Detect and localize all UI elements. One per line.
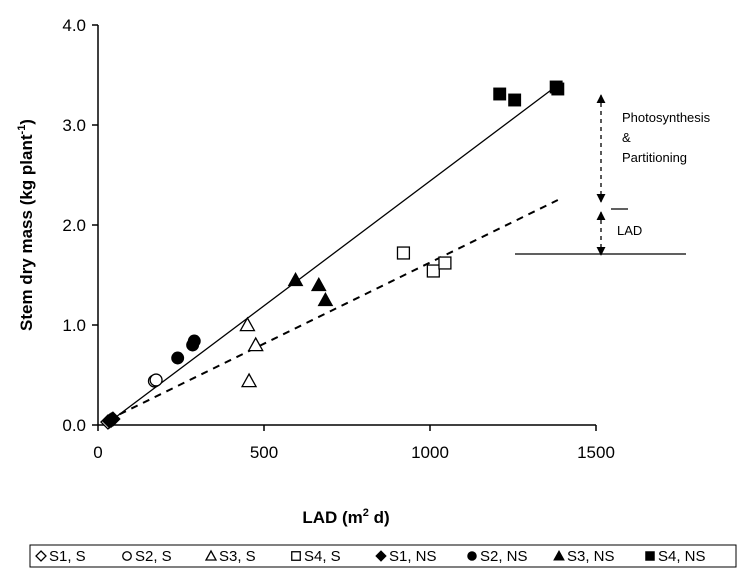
- legend-marker: [122, 551, 132, 561]
- data-point: [105, 411, 121, 427]
- annotation-top-label-line-2: &: [622, 130, 631, 145]
- data-point: [310, 276, 327, 292]
- legend-marker: [291, 551, 301, 561]
- x-axis-title: LAD (m2 d): [302, 507, 389, 527]
- data-point: [239, 316, 256, 332]
- legend-label: S4, NS: [658, 548, 706, 565]
- y-tick-label: 4.0: [62, 16, 86, 35]
- annotation-top-label-line-1: Photosynthesis: [622, 110, 711, 125]
- legend: S1, S S2, S S3, S S4, S S1, NS S2, NS S3, NS S4…: [29, 544, 737, 568]
- legend-label: S1, NS: [389, 548, 437, 565]
- data-point: [247, 336, 264, 352]
- legend-marker: [204, 549, 218, 561]
- legend-marker: [467, 551, 477, 561]
- fit-lines: [107, 84, 559, 424]
- legend-label: S2, S: [135, 548, 172, 565]
- data-point: [240, 372, 258, 388]
- data-point: [493, 87, 507, 101]
- data-point: [171, 351, 185, 365]
- legend-marker: [645, 551, 655, 561]
- x-tick-label: 1500: [577, 443, 615, 462]
- legend-label: S3, NS: [567, 548, 615, 565]
- data-point: [551, 82, 565, 96]
- x-tick-label: 0: [93, 443, 102, 462]
- y-tick-label: 2.0: [62, 216, 86, 235]
- legend-label: S3, S: [219, 548, 256, 565]
- data-point: [396, 246, 411, 260]
- data-point: [287, 271, 304, 287]
- legend-marker: [375, 550, 387, 562]
- legend-label: S1, S: [49, 548, 86, 565]
- y-axis-title: Stem dry mass (kg plant-1): [16, 119, 36, 331]
- x-tick-label: 500: [250, 443, 278, 462]
- data-points: [100, 80, 565, 430]
- fit-line-solid: [107, 84, 559, 424]
- y-tick-label: 0.0: [62, 416, 86, 435]
- annotation-top-label-line-3: Partitioning: [622, 150, 687, 165]
- legend-marker: [553, 549, 565, 561]
- axes: 0.0 1.0 2.0 3.0 4.0 0 500 1000 1500: [62, 16, 615, 462]
- data-point: [187, 334, 201, 348]
- fit-line-dashed: [107, 199, 559, 421]
- axis-titles: LAD (m2 d) Stem dry mass (kg plant-1): [16, 119, 390, 527]
- y-tick-label: 3.0: [62, 116, 86, 135]
- legend-marker: [35, 550, 47, 562]
- data-point: [317, 291, 334, 307]
- legend-label: S2, NS: [480, 548, 528, 565]
- data-point: [438, 256, 452, 270]
- y-tick-label: 1.0: [62, 316, 86, 335]
- annotations: Photosynthesis & Partitioning LAD: [515, 94, 711, 256]
- data-point: [149, 373, 163, 387]
- annotation-bottom-label: LAD: [617, 223, 642, 238]
- legend-label: S4, S: [304, 548, 341, 565]
- data-point: [426, 264, 440, 278]
- data-point: [508, 93, 522, 107]
- x-tick-label: 1000: [411, 443, 449, 462]
